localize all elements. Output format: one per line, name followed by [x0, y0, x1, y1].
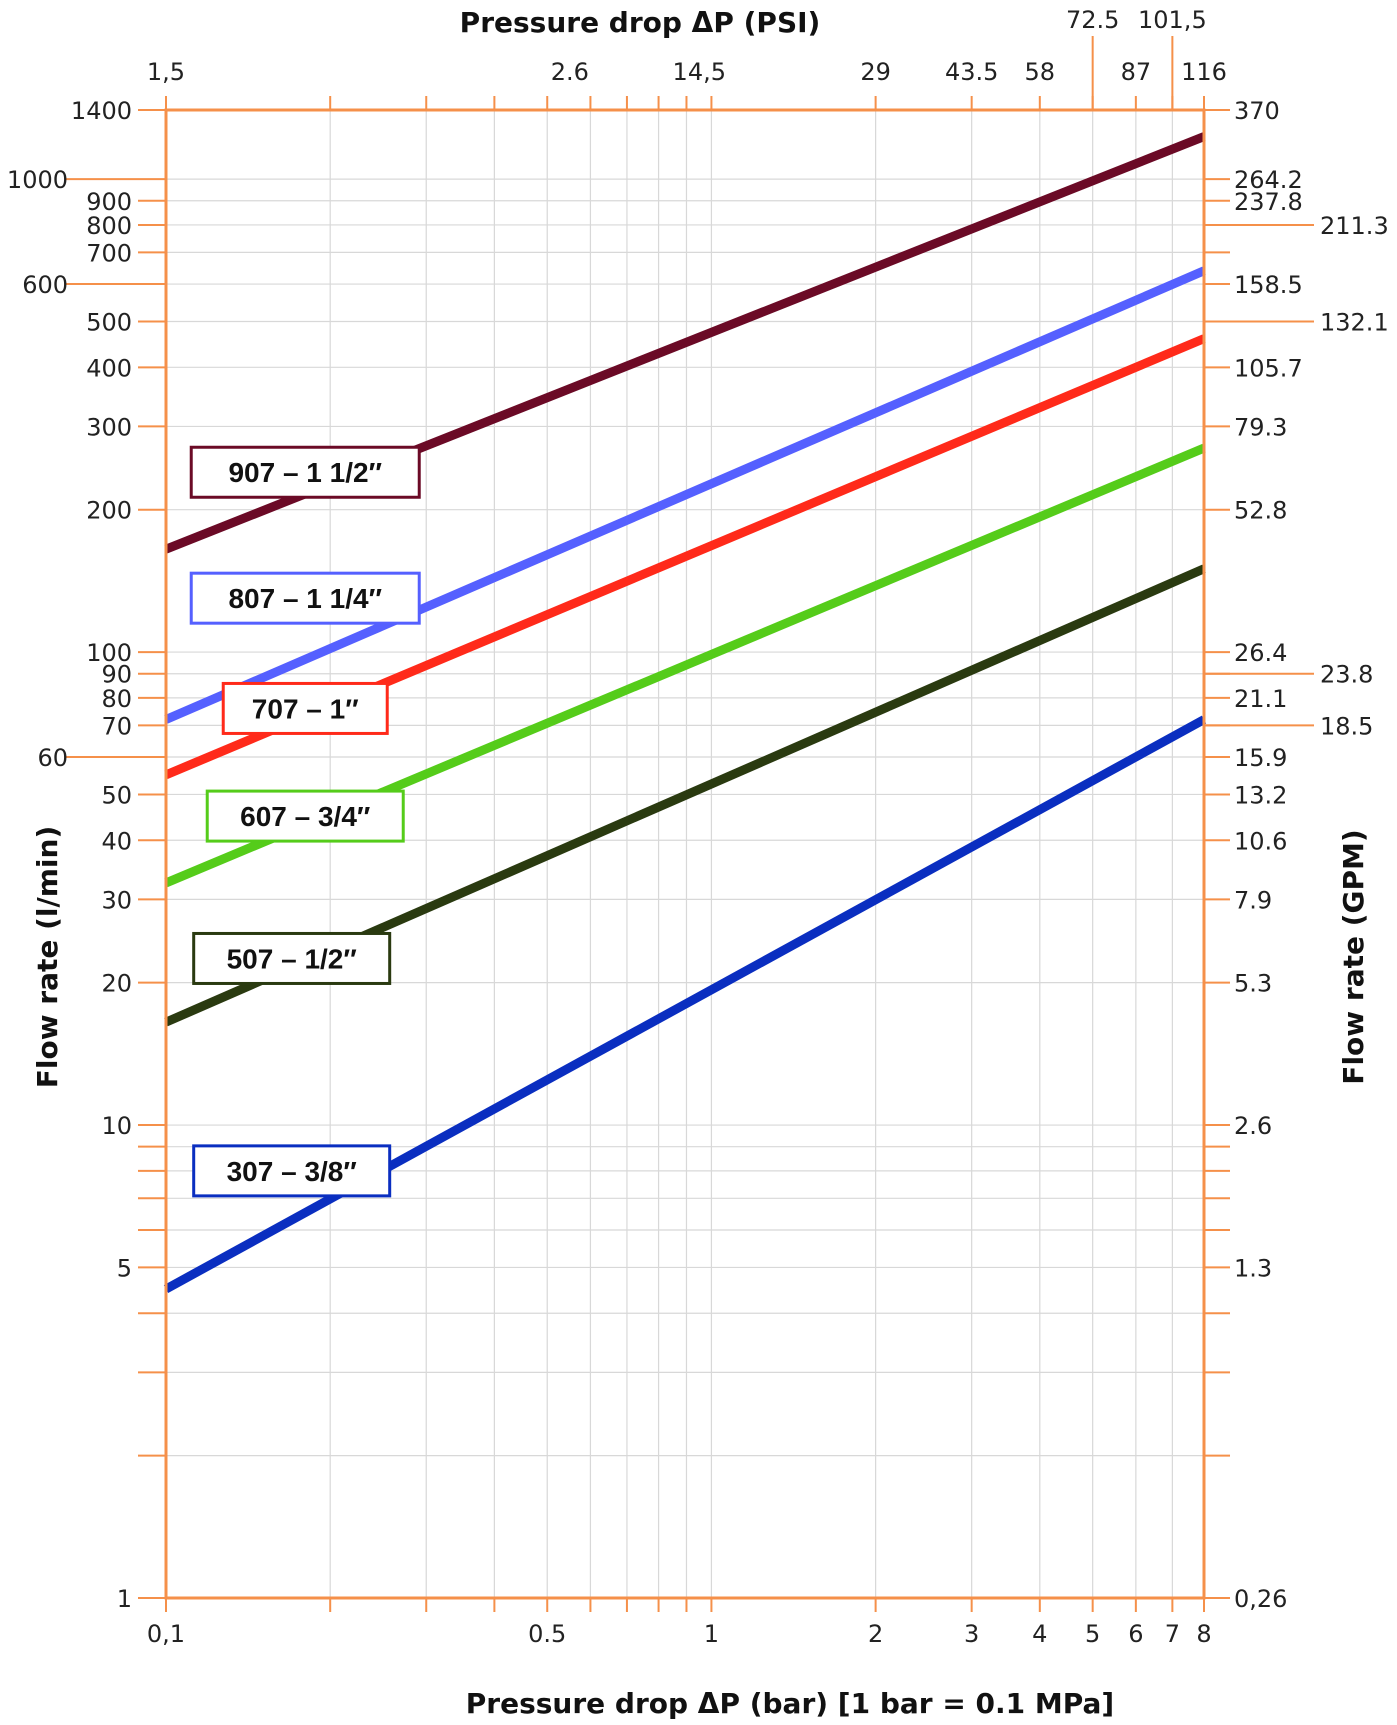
y2-tick-label: 370 [1234, 97, 1280, 125]
series-label-border [189, 445, 421, 499]
y-tick-label: 300 [86, 413, 132, 441]
y2-tick-label: 211.3 [1320, 212, 1389, 240]
y-tick-label: 700 [86, 239, 132, 267]
x-axis-title: Pressure drop ΔP (bar) [1 bar = 0.1 MPa] [466, 1687, 1114, 1720]
y2-tick-label: 237.8 [1234, 188, 1303, 216]
plot-frame [164, 108, 1206, 1600]
y2-tick-label: 264.2 [1234, 166, 1303, 194]
y2-tick-label: 13.2 [1234, 781, 1287, 809]
x2-tick-label: 72.5 [1066, 6, 1119, 34]
y-tick-label: 900 [86, 188, 132, 216]
y2-tick-label: 0,26 [1234, 1585, 1287, 1613]
y2-tick-label: 26.4 [1234, 639, 1287, 667]
y-tick-label: 1 [117, 1585, 132, 1613]
y-tick-label: 600 [22, 271, 68, 299]
y2-tick-label: 1.3 [1234, 1254, 1272, 1282]
y2-tick-label: 7.9 [1234, 886, 1272, 914]
series-label-box: 507 – 1/2″ [192, 931, 392, 985]
x2-tick-label: 58 [1025, 58, 1056, 86]
y2-tick-label: 23.8 [1320, 661, 1373, 689]
series-label-border [189, 571, 421, 625]
series-label-box: 907 – 1 1/2″ [189, 445, 421, 499]
x-tick-label: 8 [1196, 1620, 1211, 1648]
y-tick-label: 100 [86, 639, 132, 667]
y2-tick-label: 158.5 [1234, 271, 1303, 299]
y2-tick-label: 21.1 [1234, 685, 1287, 713]
y-tick-label: 40 [101, 827, 132, 855]
series-label-border [205, 789, 405, 843]
series-label: 307 – 3/8″ [227, 1156, 357, 1187]
series-label-box: 707 – 1″ [221, 681, 389, 735]
series-labels: 907 – 1 1/2″ 807 – 1 1/4″ 707 – 1″ 607 – 3/… [189, 445, 421, 1198]
x2-tick-label: 87 [1121, 58, 1152, 86]
y-tick-label: 80 [101, 685, 132, 713]
y-tick-label: 20 [101, 970, 132, 998]
y2-tick-label: 2.6 [1234, 1112, 1272, 1140]
y-tick-label: 800 [86, 212, 132, 240]
y-tick-label: 1400 [71, 97, 132, 125]
x-tick-label: 2 [868, 1620, 883, 1648]
x-tick-label: 1 [704, 1620, 719, 1648]
series-label: 507 – 1/2″ [227, 943, 357, 974]
series-label-box: 807 – 1 1/4″ [189, 571, 421, 625]
x-tick-label: 3 [964, 1620, 979, 1648]
y2-tick-label: 52.8 [1234, 497, 1287, 525]
x-tick-label: 6 [1128, 1620, 1143, 1648]
y-tick-label: 90 [101, 661, 132, 689]
series-label-border [192, 931, 392, 985]
y2-tick-label: 79.3 [1234, 413, 1287, 441]
series-label: 607 – 3/4″ [240, 801, 370, 832]
y2-tick-label: 15.9 [1234, 744, 1287, 772]
y-tick-label: 10 [101, 1112, 132, 1140]
axes [66, 36, 1314, 1612]
series-label-border [221, 681, 389, 735]
x2-tick-label: 101,5 [1138, 6, 1207, 34]
x-tick-label: 4 [1032, 1620, 1047, 1648]
series-label-box: 607 – 3/4″ [205, 789, 405, 843]
grid-lines [166, 110, 1204, 1598]
y-tick-label: 400 [86, 354, 132, 382]
series-label-box: 307 – 3/8″ [192, 1144, 392, 1198]
y-tick-label: 70 [101, 712, 132, 740]
series-label: 907 – 1 1/2″ [228, 457, 382, 488]
y-tick-label: 5 [117, 1254, 132, 1282]
x-tick-label: 0,1 [147, 1620, 185, 1648]
y-tick-label: 30 [101, 886, 132, 914]
y2-tick-label: 10.6 [1234, 827, 1287, 855]
x-tick-label: 5 [1085, 1620, 1100, 1648]
y2-tick-label: 5.3 [1234, 970, 1272, 998]
y-tick-label: 500 [86, 308, 132, 336]
x2-tick-label: 29 [860, 58, 891, 86]
x2-tick-label: 116 [1181, 58, 1227, 86]
y2-axis-title: Flow rate (GPM) [1337, 829, 1370, 1084]
x-tick-label: 7 [1165, 1620, 1180, 1648]
x-tick-label: 0.5 [528, 1620, 566, 1648]
series-label: 707 – 1″ [252, 693, 359, 724]
series-label: 807 – 1 1/4″ [228, 583, 382, 614]
tick-labels: 0,1 0.5 1 2 3 4 5 6 7 81,5 2.6 14,5 29 43.5 58 87 11672.… [7, 6, 1389, 1648]
x2-tick-label: 2.6 [551, 58, 589, 86]
series-line [164, 266, 1206, 724]
y2-tick-label: 132.1 [1320, 308, 1389, 336]
x2-tick-label: 43.5 [945, 58, 998, 86]
x2-axis-title: Pressure drop ΔP (PSI) [460, 6, 821, 39]
y2-tick-label: 18.5 [1320, 712, 1373, 740]
y-tick-label: 50 [101, 781, 132, 809]
series-label-border [192, 1144, 392, 1198]
y2-tick-label: 105.7 [1234, 354, 1303, 382]
y-tick-label: 1000 [7, 166, 68, 194]
y-axis-title: Flow rate (l/min) [31, 826, 64, 1089]
y-tick-label: 60 [37, 744, 68, 772]
x2-tick-label: 14,5 [673, 58, 726, 86]
y-tick-label: 200 [86, 497, 132, 525]
x2-tick-label: 1,5 [147, 58, 185, 86]
